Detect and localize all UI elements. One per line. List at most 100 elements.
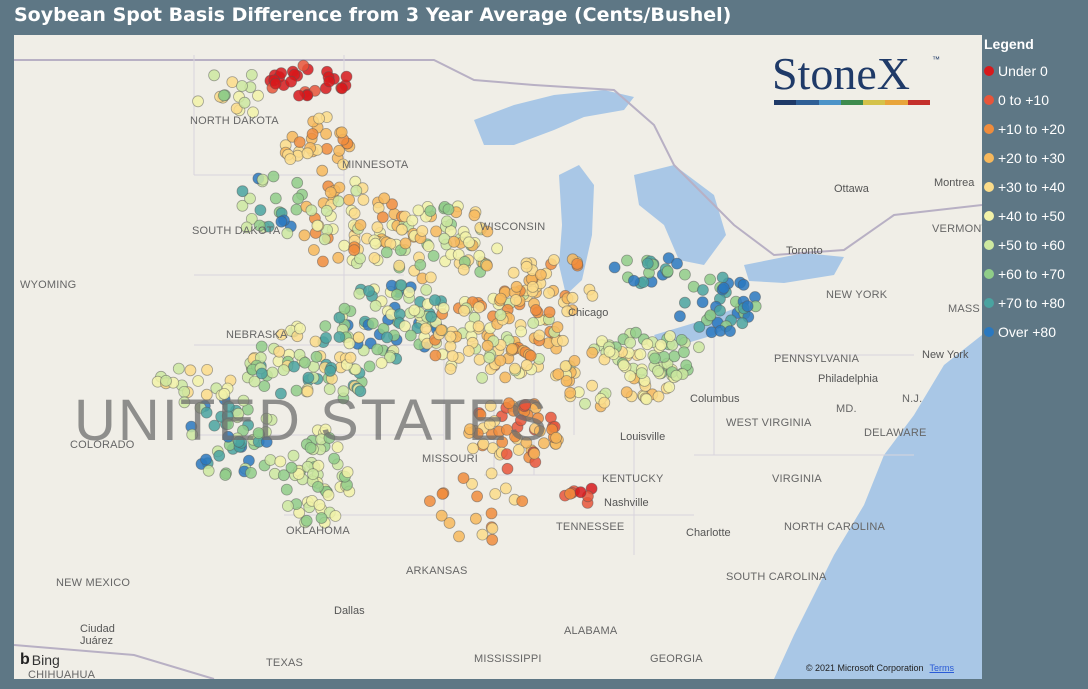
basis-point[interactable] (427, 249, 440, 262)
basis-point[interactable] (328, 452, 341, 465)
basis-point[interactable] (481, 339, 494, 352)
basis-point[interactable] (564, 487, 576, 500)
basis-point[interactable] (586, 379, 598, 392)
basis-point[interactable] (333, 311, 346, 324)
basis-point[interactable] (441, 215, 453, 228)
basis-point[interactable] (472, 320, 485, 333)
legend-item[interactable]: 0 to +10 (984, 85, 1088, 114)
basis-point[interactable] (530, 304, 542, 316)
basis-point[interactable] (621, 254, 633, 267)
basis-point[interactable] (337, 158, 350, 171)
basis-point[interactable] (269, 192, 282, 205)
basis-point[interactable] (302, 371, 315, 384)
basis-point[interactable] (306, 128, 319, 140)
basis-point[interactable] (274, 387, 287, 400)
basis-point[interactable] (208, 419, 221, 432)
basis-point[interactable] (428, 294, 441, 307)
basis-point[interactable] (693, 320, 706, 333)
basis-point[interactable] (678, 346, 690, 359)
basis-point[interactable] (481, 225, 494, 238)
basis-point[interactable] (386, 198, 398, 211)
basis-point[interactable] (670, 369, 683, 382)
basis-point[interactable] (247, 106, 259, 119)
basis-point[interactable] (515, 325, 528, 338)
basis-point[interactable] (363, 285, 375, 297)
basis-point[interactable] (617, 359, 630, 372)
basis-point[interactable] (264, 454, 277, 466)
basis-point[interactable] (184, 364, 197, 377)
basis-point[interactable] (474, 408, 487, 421)
basis-point[interactable] (186, 428, 199, 441)
basis-point[interactable] (354, 219, 367, 231)
basis-point[interactable] (420, 283, 433, 296)
basis-point[interactable] (316, 164, 329, 177)
basis-point[interactable] (566, 291, 579, 304)
basis-point[interactable] (353, 287, 366, 300)
basis-point[interactable] (338, 239, 351, 252)
basis-point[interactable] (425, 310, 438, 323)
basis-point[interactable] (399, 237, 412, 250)
basis-point[interactable] (468, 209, 481, 222)
basis-point[interactable] (561, 305, 574, 318)
basis-point[interactable] (255, 367, 268, 380)
basis-point[interactable] (201, 363, 214, 376)
basis-point[interactable] (501, 462, 514, 475)
basis-point[interactable] (663, 381, 676, 394)
basis-point[interactable] (217, 89, 230, 102)
basis-point[interactable] (484, 399, 497, 412)
basis-point[interactable] (586, 289, 599, 302)
basis-point[interactable] (368, 252, 381, 264)
basis-point[interactable] (344, 351, 357, 364)
basis-point[interactable] (499, 482, 512, 495)
basis-point[interactable] (335, 126, 348, 139)
basis-point[interactable] (519, 398, 532, 411)
basis-point[interactable] (437, 302, 450, 315)
basis-point[interactable] (444, 340, 457, 353)
basis-point[interactable] (200, 453, 212, 466)
basis-point[interactable] (473, 249, 486, 262)
basis-point[interactable] (481, 259, 493, 272)
basis-point[interactable] (354, 252, 366, 265)
basis-point[interactable] (200, 406, 213, 419)
basis-point[interactable] (284, 153, 297, 165)
basis-point[interactable] (266, 366, 279, 379)
basis-point[interactable] (230, 102, 243, 115)
basis-point[interactable] (297, 59, 310, 72)
basis-point[interactable] (350, 184, 363, 197)
basis-point[interactable] (324, 186, 337, 199)
basis-point[interactable] (312, 459, 325, 472)
basis-point[interactable] (254, 204, 267, 217)
basis-point[interactable] (714, 304, 726, 317)
basis-point[interactable] (332, 195, 345, 208)
basis-point[interactable] (435, 324, 448, 337)
basis-point[interactable] (466, 477, 478, 490)
basis-point[interactable] (538, 437, 550, 450)
basis-point[interactable] (494, 292, 507, 305)
basis-point[interactable] (383, 351, 396, 364)
basis-point[interactable] (371, 221, 384, 234)
basis-point[interactable] (375, 357, 388, 369)
basis-point[interactable] (510, 294, 522, 306)
basis-point[interactable] (236, 185, 249, 198)
basis-point[interactable] (332, 251, 345, 264)
legend-item[interactable]: Under 0 (984, 56, 1088, 85)
basis-point[interactable] (453, 530, 465, 543)
basis-point[interactable] (292, 192, 305, 205)
basis-point[interactable] (527, 317, 540, 329)
basis-point[interactable] (245, 69, 258, 81)
basis-point[interactable] (322, 489, 335, 502)
basis-point[interactable] (293, 136, 306, 148)
legend-item[interactable]: +60 to +70 (984, 259, 1088, 288)
basis-point[interactable] (287, 449, 300, 462)
basis-point[interactable] (160, 374, 172, 387)
basis-point[interactable] (348, 244, 361, 257)
basis-point[interactable] (416, 225, 429, 237)
basis-point[interactable] (200, 388, 213, 401)
basis-point[interactable] (318, 233, 331, 246)
basis-point[interactable] (333, 331, 346, 343)
basis-point[interactable] (172, 362, 185, 375)
basis-point[interactable] (514, 414, 527, 427)
basis-point[interactable] (736, 317, 749, 330)
basis-point[interactable] (192, 375, 205, 387)
basis-point[interactable] (238, 96, 251, 109)
